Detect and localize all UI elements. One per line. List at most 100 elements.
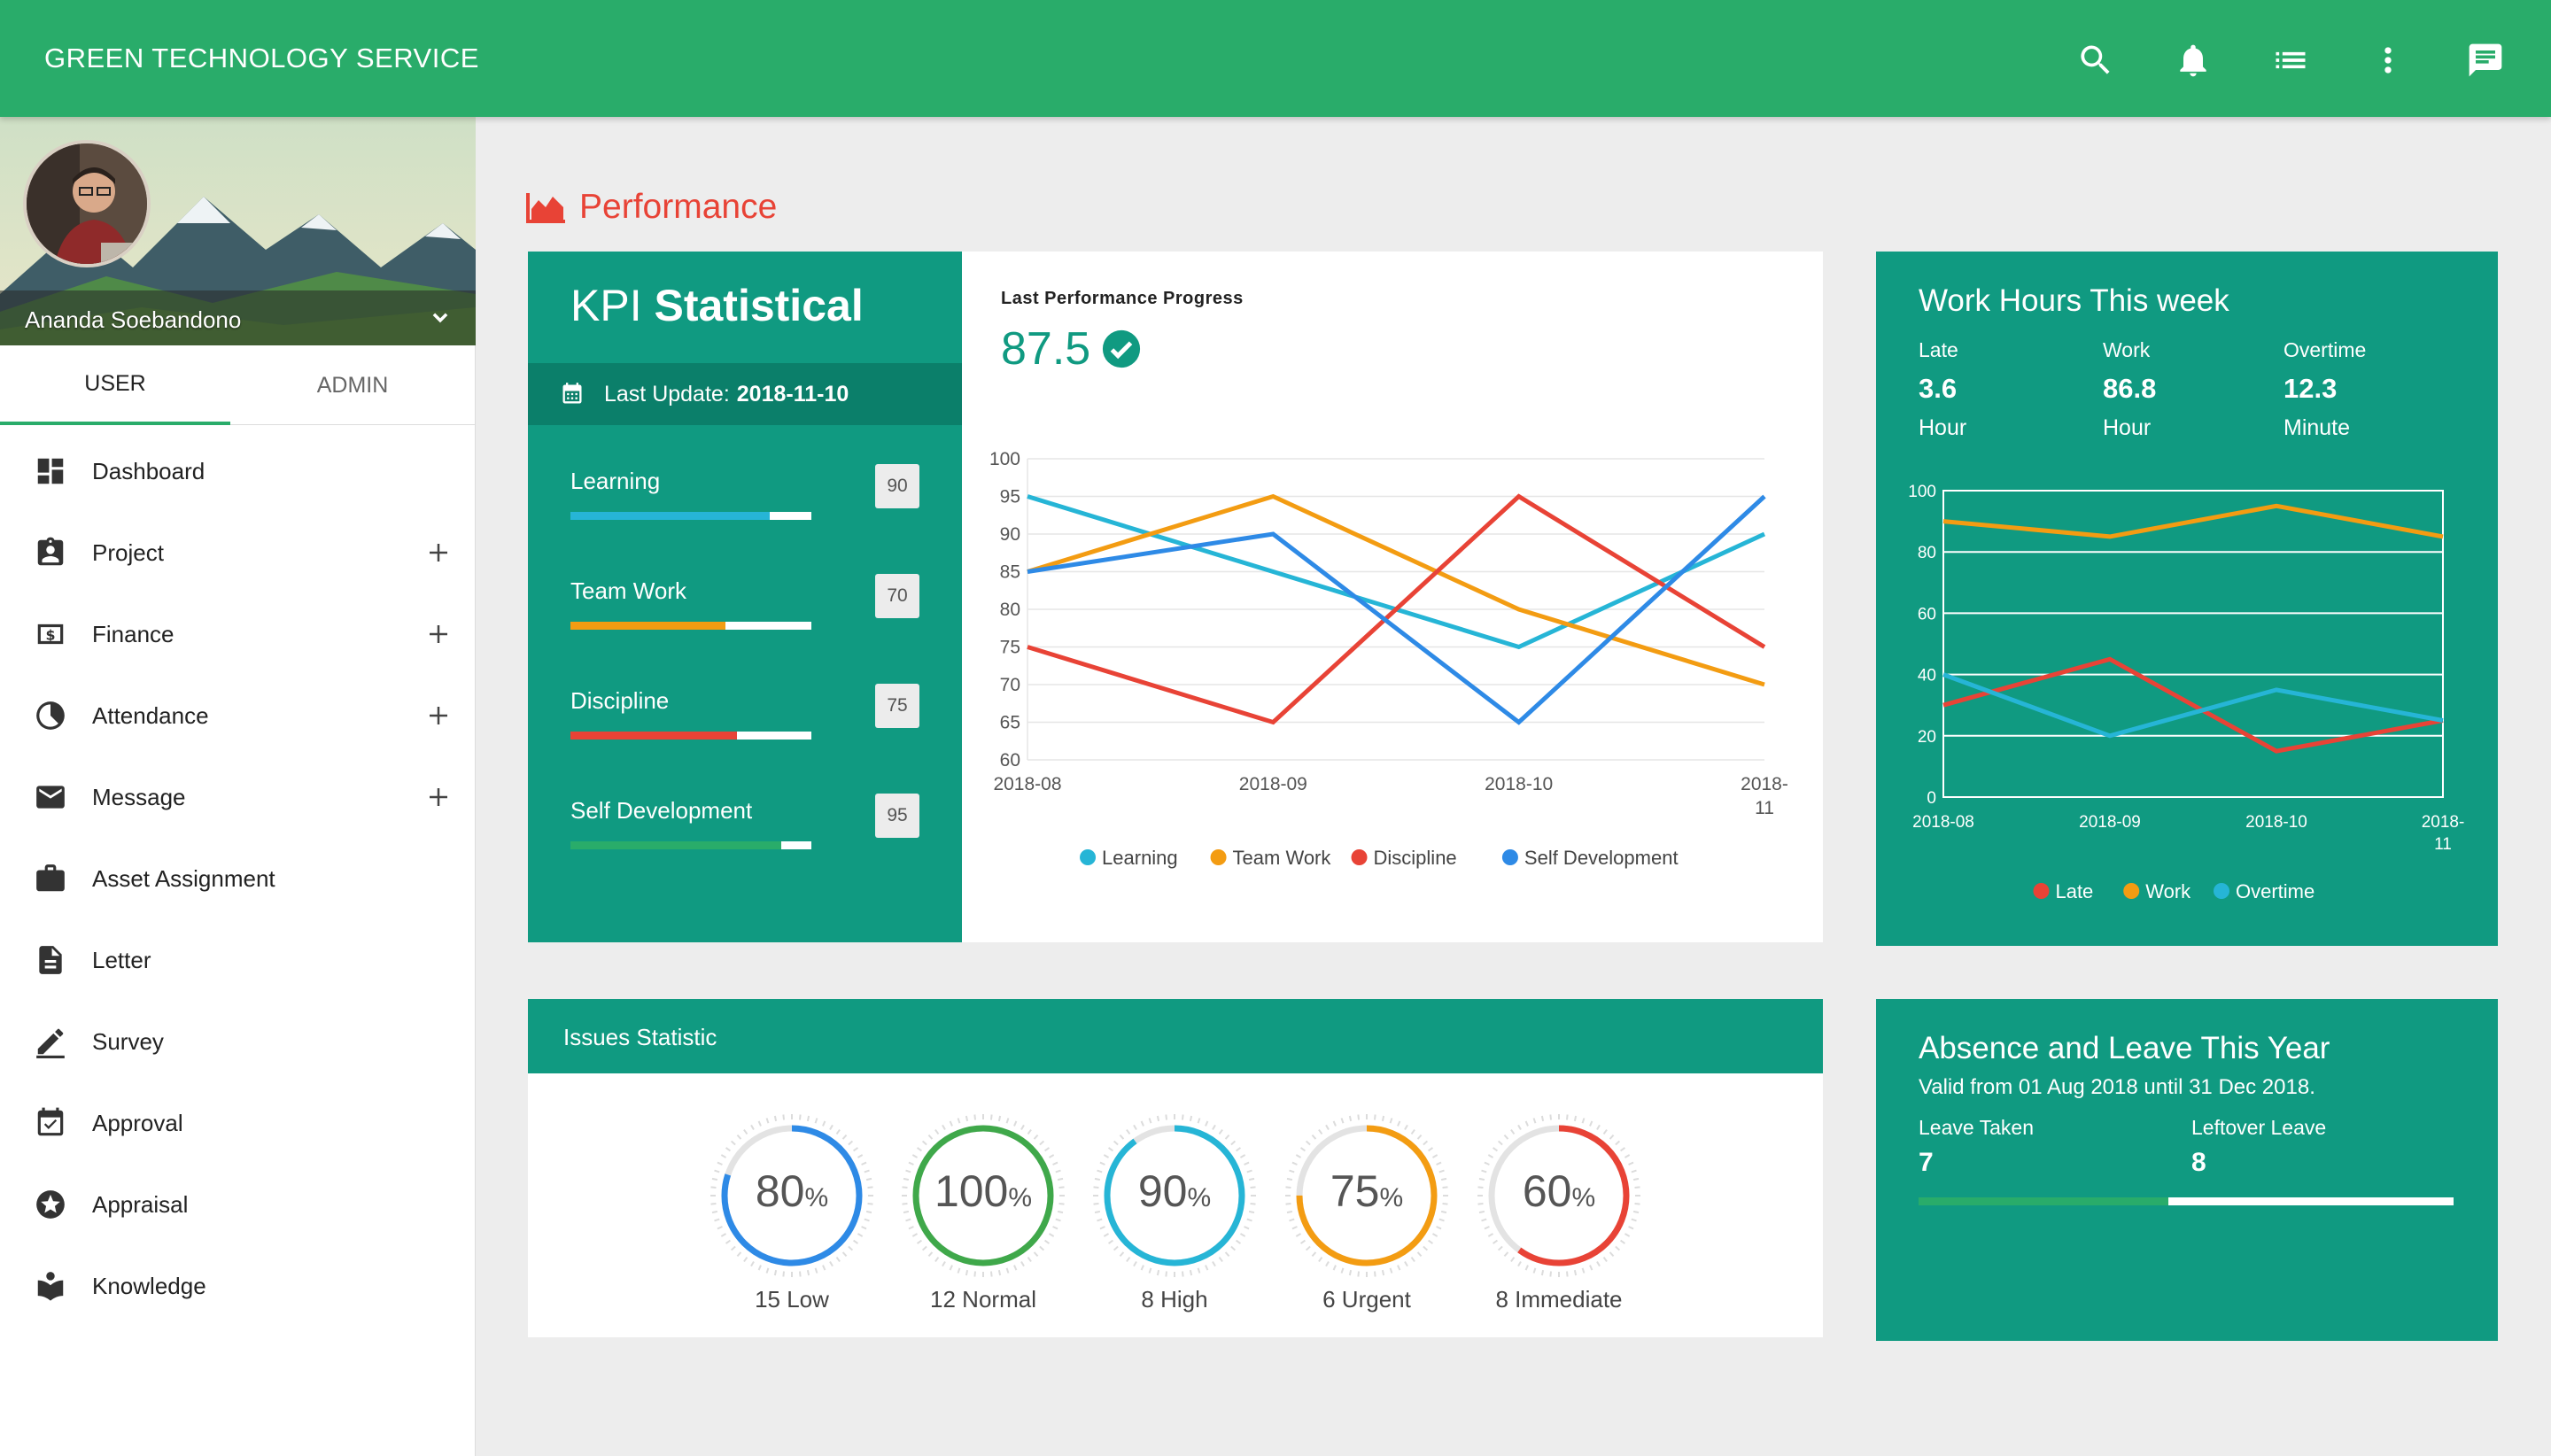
gauge-tick [720,1233,727,1237]
sidebar-item-appraisal[interactable]: Appraisal [0,1164,476,1245]
gauge-tick [1055,1218,1061,1222]
gauge-tick [1133,1124,1137,1131]
gauge-tick [773,1269,778,1276]
kpi-score-badge: 95 [875,794,919,838]
gauge-tick [908,1226,914,1230]
gauge-tick [1524,1265,1529,1271]
gauge-tick [921,1140,927,1146]
gauge-tick [973,1114,977,1120]
gauge-tick [1005,1267,1010,1274]
performance-chart-title: Last Performance Progress [1001,289,1244,308]
gauge-tick [1235,1239,1242,1244]
gauge-tick [1503,1134,1509,1140]
legend-label: Late [2055,880,2093,902]
gauge-tick [1624,1154,1631,1158]
sidebar-item-letter[interactable]: Letter [0,919,476,1001]
gauge-tick [1197,1118,1201,1124]
work-stat-unit: Hour [2103,415,2152,440]
gauge-tick [1244,1161,1250,1166]
gauge-tick [835,1128,841,1135]
tab-user[interactable]: USER [0,345,230,425]
gauge-tick [852,1239,859,1244]
gauge-tick [911,1154,919,1158]
expand-plus-icon[interactable] [425,539,452,566]
sidebar-item-approval[interactable]: Approval [0,1082,476,1164]
sidebar-item-label: Message [92,783,186,810]
kpi-progress-bar [570,512,811,520]
gauge-tick [1318,1128,1323,1135]
gauge-tick [1503,1251,1509,1258]
gauge-tick [1058,1186,1065,1189]
gauge-tick [714,1218,720,1222]
gauge-tick [798,1271,802,1277]
gauge-tick [1404,1124,1408,1131]
more-vert-icon[interactable] [2363,35,2413,85]
bell-icon[interactable] [2168,35,2218,85]
dashboard-icon [34,454,67,488]
gauge-label: 8 Immediate [1495,1286,1623,1313]
gauge-tick [865,1177,872,1181]
sidebar-item-knowledge[interactable]: Knowledge [0,1245,476,1327]
gauge-tick [1615,1140,1621,1146]
gauge-tick [1373,1271,1376,1277]
sidebar-item-message[interactable]: Message [0,756,476,838]
tab-admin[interactable]: ADMIN [237,345,468,425]
gauge-tick [773,1115,778,1122]
gauge-tick [1052,1226,1058,1230]
gauge-tick [1357,1114,1361,1120]
gauge-tick [927,1134,934,1140]
chevron-down-icon[interactable] [425,303,455,333]
gauge-tick [750,1124,755,1131]
kpi-title-light: KPI [570,281,642,330]
gauge-tick [989,1114,993,1120]
work-stat-unit: Minute [2283,415,2351,440]
sidebar-item-label: Project [92,538,164,566]
gauge-tick [806,1115,810,1122]
sidebar-item-finance[interactable]: $ Finance [0,593,476,675]
sidebar-item-attendance[interactable]: Attendance [0,675,476,756]
gauge-tick [1239,1233,1246,1237]
gauge-tick [757,1120,762,1127]
gauge-tick [743,1256,748,1263]
gauge-tick [1481,1218,1487,1222]
gauge-tick [1027,1256,1032,1263]
expand-plus-icon[interactable] [425,621,452,647]
gauge-tick [1381,1269,1385,1276]
gauge-tick [1484,1226,1490,1230]
search-icon[interactable] [2071,35,2121,85]
gauge-tick [1048,1233,1055,1237]
gauge-tick [765,1118,770,1124]
gauge-tick [1103,1233,1110,1237]
mail-icon [34,780,67,814]
avatar[interactable] [23,140,151,267]
sidebar-item-label: Finance [92,620,174,647]
gauge-tick [1423,1245,1429,1251]
gauge-tick [942,1124,946,1131]
y-tick-label: 60 [1000,750,1020,771]
sidebar-item-asset-assignment[interactable]: Asset Assignment [0,838,476,919]
chat-icon[interactable] [2461,35,2510,85]
gauge-tick [848,1140,854,1146]
gauge-tick [1581,1118,1586,1124]
gauge-tick [1094,1177,1101,1181]
performance-score: 87.5 [1001,322,1142,376]
sidebar-item-label: Attendance [92,701,209,729]
list-icon[interactable] [2266,35,2315,85]
gauge-tick [720,1154,727,1158]
sidebar-item-project[interactable]: Project [0,512,476,593]
legend-marker [1351,849,1368,865]
gauge-tick [1484,1161,1490,1166]
sidebar-item-survey[interactable]: Survey [0,1001,476,1082]
sidebar-menu: Dashboard Project $ Finance Attendance M… [0,430,476,1327]
expand-plus-icon[interactable] [425,702,452,729]
gauge-tick [1517,1260,1522,1267]
gauge-tick [1340,1118,1345,1124]
expand-plus-icon[interactable] [425,784,452,810]
x-tick-label: 2018-11 [1741,774,1788,818]
gauge-tick [1438,1218,1445,1222]
top-app-bar: GREEN TECHNOLOGY SERVICE [0,0,2551,117]
kpi-progress-bar [570,841,811,849]
gauge-tick [1619,1239,1626,1244]
gauge-tick [822,1265,826,1271]
sidebar-item-dashboard[interactable]: Dashboard [0,430,476,512]
